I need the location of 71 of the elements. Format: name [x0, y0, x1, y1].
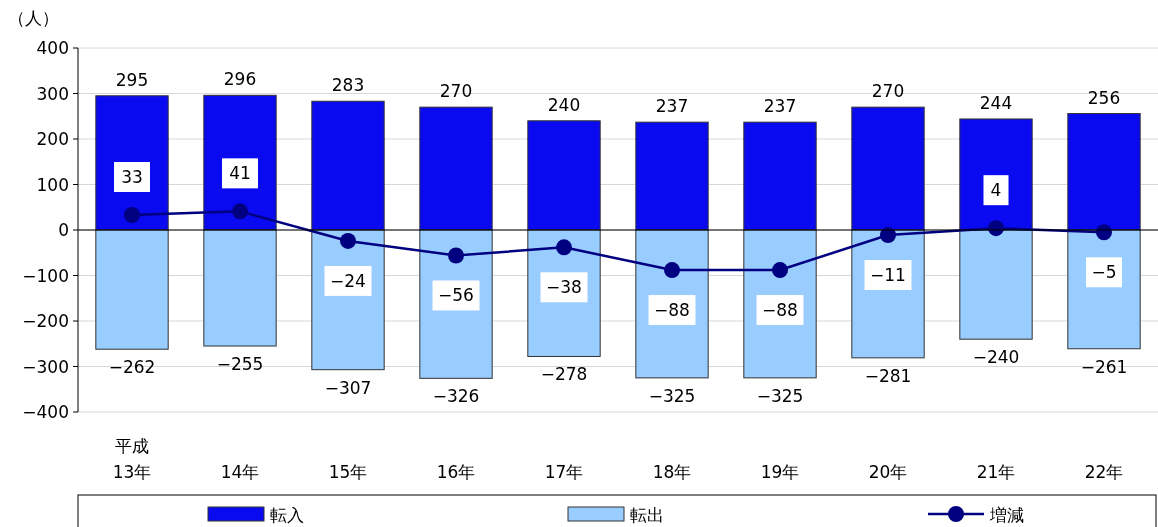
data-label: −38 [546, 277, 582, 298]
bar [743, 121, 817, 231]
data-label: −88 [654, 300, 690, 321]
data-label: −11 [870, 265, 906, 286]
x-tick-label: 16年 [436, 462, 476, 482]
x-tick-label: 22年 [1084, 462, 1124, 482]
data-label: 283 [331, 75, 365, 96]
y-tick-label: 300 [36, 83, 69, 104]
data-label: 270 [871, 81, 905, 102]
y-tick-label: −200 [22, 311, 69, 331]
x-tick-label: 15年 [328, 462, 368, 482]
point [664, 262, 680, 279]
data-label: 295 [115, 69, 149, 90]
data-label: −56 [438, 285, 474, 306]
x-tick-label: 21年 [976, 462, 1016, 482]
data-label: 296 [223, 69, 257, 90]
data-label: 240 [547, 94, 581, 115]
data-label: 237 [763, 96, 797, 117]
bar [203, 229, 277, 347]
data-label: −5 [1091, 262, 1117, 283]
y-tick-label: 100 [36, 174, 69, 195]
data-label: 256 [1087, 87, 1121, 108]
x-tick-label: 平成 13年 [112, 436, 152, 482]
y-tick-label: 200 [36, 129, 69, 149]
x-tick-label: 20年 [868, 462, 908, 482]
data-label: 237 [655, 96, 689, 117]
legend-label: 転入 [270, 505, 304, 525]
bar [959, 229, 1033, 340]
x-tick-label: 17年 [544, 462, 584, 482]
data-label: −261 [1080, 356, 1128, 377]
point [772, 262, 788, 279]
data-label: 270 [439, 81, 473, 102]
bar [851, 106, 925, 231]
増減: 33 41 −24 −56 −38 −88 −88 −11 4 −5 [114, 158, 1122, 326]
legend-label: 転出 [630, 505, 664, 525]
data-label: −326 [432, 386, 480, 407]
point [232, 203, 248, 220]
data-label: −255 [216, 354, 264, 375]
data-label: 33 [121, 166, 143, 187]
y-axis-title: （人） [8, 8, 59, 28]
data-label: 41 [229, 163, 251, 184]
data-label: 4 [990, 180, 1002, 201]
x-tick-label: 14年 [220, 462, 260, 482]
bar [1067, 113, 1141, 231]
bar [527, 120, 601, 231]
data-label: −240 [972, 347, 1020, 368]
bar [311, 100, 385, 231]
bar [635, 121, 709, 231]
data-label: −278 [540, 364, 588, 385]
data-label: −325 [756, 385, 804, 406]
y-tick-label: −400 [22, 402, 69, 422]
point [124, 206, 140, 223]
data-label: −88 [762, 300, 798, 321]
bar [95, 229, 169, 350]
x-tick-label: 19年 [760, 462, 800, 482]
y-tick-label: −100 [22, 265, 69, 286]
bar [419, 106, 493, 231]
x-tick-label: 18年 [652, 462, 692, 482]
data-label: −281 [864, 365, 912, 386]
point [556, 239, 572, 256]
y-tick-label: 400 [36, 38, 69, 58]
y-tick-label: −300 [22, 356, 69, 377]
point [448, 247, 464, 264]
data-label: −307 [324, 377, 372, 398]
point [340, 232, 356, 249]
data-label: −24 [330, 270, 366, 291]
y-tick-label: 0 [58, 220, 69, 240]
legend-label: 増減 [989, 505, 1024, 525]
data-label: −325 [648, 385, 696, 406]
data-label: 244 [979, 92, 1013, 113]
data-label: −262 [108, 357, 156, 378]
